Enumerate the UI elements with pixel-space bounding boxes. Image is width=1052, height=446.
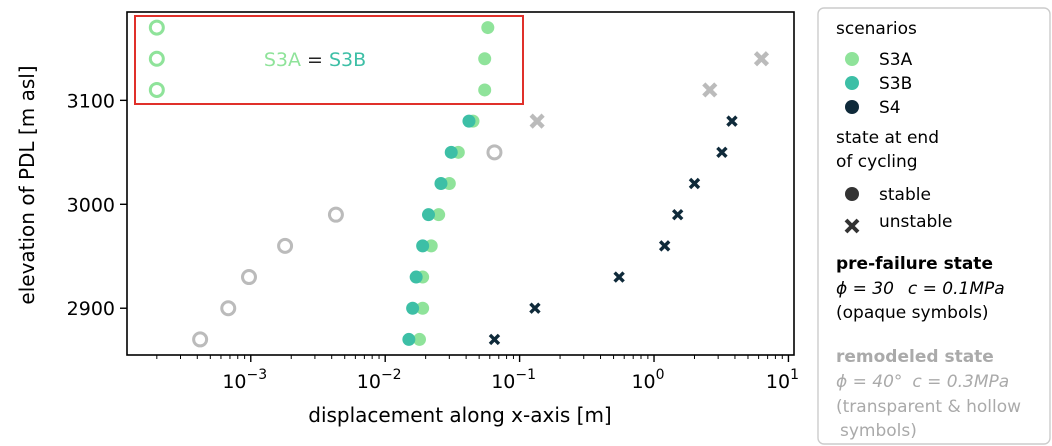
legend-prefailure-c: c = 0.1MPa xyxy=(908,279,1005,299)
legend-remodeled-c: c = 0.3MPa xyxy=(912,372,1009,392)
point-remodeled-stable xyxy=(192,331,209,348)
y-axis-label: elevation of PDL [m asl] xyxy=(15,65,39,304)
x-tick-label: 10−2 xyxy=(357,367,402,393)
point-s3a-remodeled xyxy=(148,50,165,67)
point-remodeled-unstable xyxy=(753,51,770,67)
point-s4 xyxy=(726,115,738,127)
legend-scenarios-title: scenarios xyxy=(836,19,917,39)
point-s3b xyxy=(402,332,416,346)
x-tick-base: 10 xyxy=(491,371,515,393)
legend-unstable-label: unstable xyxy=(879,212,952,232)
y-tick-label: 3000 xyxy=(67,194,115,216)
point-s3a xyxy=(413,332,427,346)
legend-remodeled-phi: ϕ = 40° xyxy=(836,372,902,392)
legend-remodeled-params: ϕ = 40° c = 0.3MPa xyxy=(836,372,1009,392)
point-s3a xyxy=(478,52,492,66)
point-remodeled-stable xyxy=(277,237,294,254)
legend-state-title-2: of cycling xyxy=(836,152,918,172)
legend-state-title-1: state at end xyxy=(836,128,939,148)
x-tick-exponent: −3 xyxy=(247,367,268,383)
annotation-equals: = xyxy=(301,49,329,71)
point-s4 xyxy=(688,177,701,190)
annotation-text: S3A = S3B xyxy=(264,49,366,71)
point-s3b xyxy=(409,270,423,284)
x-tick-base: 10 xyxy=(222,371,246,393)
point-s3a xyxy=(478,83,492,97)
legend: scenarios S3A S3B S4 state at end of cyc… xyxy=(817,7,1051,445)
annotation-s3a: S3A xyxy=(264,49,301,71)
legend-s4-label: S4 xyxy=(879,98,901,118)
x-tick-base: 10 xyxy=(631,371,655,393)
point-s3b xyxy=(406,301,420,315)
legend-s3a-label: S3A xyxy=(879,50,913,70)
legend-stable-marker xyxy=(845,187,859,201)
point-remodeled-stable xyxy=(240,269,257,286)
x-tick-label: 10−3 xyxy=(222,367,267,393)
legend-remodeled-note-1: (transparent & hollow xyxy=(836,397,1021,417)
legend-prefailure-note: (opaque symbols) xyxy=(836,303,989,323)
legend-prefailure-phi: ϕ = 30 xyxy=(836,279,894,299)
point-s3a xyxy=(481,21,495,35)
x-tick-label: 10−1 xyxy=(491,367,536,393)
x-tick-base: 10 xyxy=(357,371,381,393)
point-remodeled-stable xyxy=(220,300,237,317)
point-remodeled-unstable xyxy=(529,113,545,129)
annotation-box xyxy=(134,15,524,105)
y-tick-label: 2900 xyxy=(67,298,115,320)
point-s3a xyxy=(416,301,430,315)
point-s3a-remodeled xyxy=(148,19,165,36)
point-remodeled-stable xyxy=(486,144,503,161)
legend-prefailure-params: ϕ = 30 c = 0.1MPa xyxy=(836,279,1005,299)
legend-remodeled-note-2: symbols) xyxy=(840,421,917,441)
legend-frame xyxy=(817,7,1051,445)
x-tick-base: 10 xyxy=(766,371,790,393)
legend-s4-marker xyxy=(845,100,859,114)
data-marks xyxy=(148,19,770,348)
point-s3b xyxy=(416,239,430,253)
legend-remodeled-title: remodeled state xyxy=(836,347,994,367)
legend-unstable-marker xyxy=(844,218,860,234)
legend-s3b-label: S3B xyxy=(879,74,912,94)
annotation-s3b: S3B xyxy=(329,49,366,71)
x-tick-exponent: −2 xyxy=(381,367,402,383)
point-s4 xyxy=(671,208,684,221)
point-s4 xyxy=(529,302,541,314)
y-tick-label: 3100 xyxy=(67,90,115,112)
x-tick-label: 100 xyxy=(631,367,664,393)
point-s4 xyxy=(716,146,728,159)
legend-s3b-marker xyxy=(845,76,859,90)
point-s3b xyxy=(421,208,435,222)
x-tick-label: 101 xyxy=(766,367,799,393)
legend-stable-label: stable xyxy=(879,185,931,205)
point-s3a xyxy=(432,208,446,222)
x-axis-label: displacement along x-axis [m] xyxy=(308,403,612,427)
x-tick-exponent: 0 xyxy=(656,367,665,383)
point-remodeled-unstable xyxy=(702,82,718,98)
plot-area xyxy=(126,11,795,356)
legend-prefailure-title: pre-failure state xyxy=(836,254,993,274)
point-s3a-remodeled xyxy=(148,81,165,98)
point-s3b xyxy=(444,145,458,159)
point-s4 xyxy=(613,271,625,283)
point-s3b xyxy=(434,177,448,190)
legend-s3a-marker xyxy=(845,52,859,66)
x-tick-exponent: −1 xyxy=(515,367,536,383)
point-s3b xyxy=(462,114,476,128)
point-s4 xyxy=(658,240,671,252)
x-tick-exponent: 1 xyxy=(790,367,799,383)
point-remodeled-stable xyxy=(327,206,344,223)
point-s4 xyxy=(488,333,501,346)
